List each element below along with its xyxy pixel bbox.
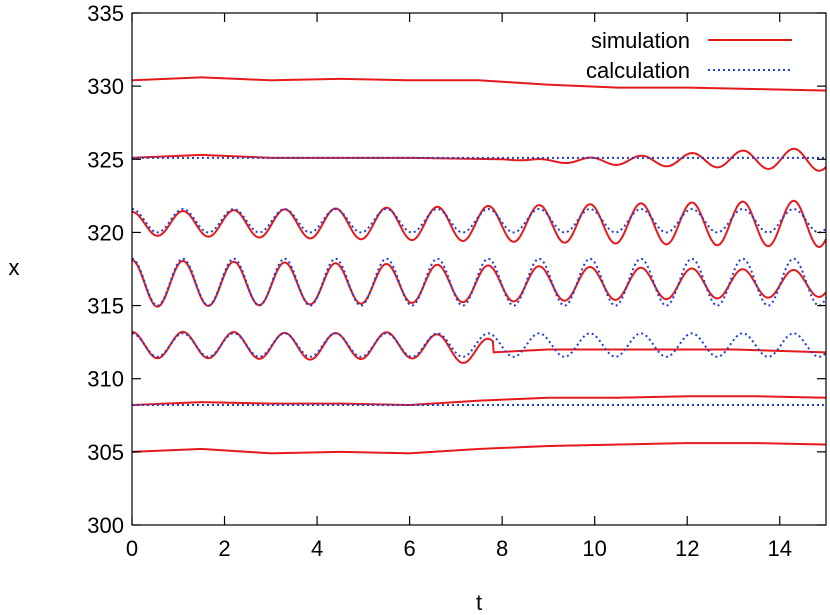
series-line-simulation-particle-4 [131,259,827,308]
x-tick-label: 10 [582,536,606,561]
y-tick-label: 330 [87,74,124,99]
y-tick-label: 315 [87,294,124,319]
y-tick-label: 305 [87,440,124,465]
series-line-simulation-particle-6 [131,147,827,172]
y-tick-label: 335 [87,1,124,26]
series-line-simulation-particle-3 [131,330,827,364]
series-layer [131,76,827,455]
y-axis-label: x [9,255,20,280]
x-tick-label: 0 [126,536,138,561]
x-tick-label: 12 [675,536,699,561]
ticks-layer: 0 2 4 6 8 10 12 14 300 305 310 315 320 325 330 335 [87,1,826,561]
series-line-simulation-particle-1 [131,442,827,455]
legend-label-simulation: simulation [591,28,690,53]
legend-label-calculation: calculation [586,58,690,83]
series-line-simulation-particle-7 [131,76,827,92]
y-tick-label: 310 [87,367,124,392]
series-line-simulation-particle-2 [131,395,827,407]
axes-layer [131,12,827,526]
x-axis-label: t [476,590,482,615]
x-tick-label: 6 [403,536,415,561]
series-line-calculation-particle-5 [131,208,827,234]
y-tick-label: 320 [87,220,124,245]
legend: simulation calculation [586,28,792,83]
y-tick-label: 300 [87,513,124,538]
x-tick-label: 8 [496,536,508,561]
x-tick-label: 14 [767,536,791,561]
y-tick-label: 325 [87,147,124,172]
series-line-simulation-particle-5 [131,199,827,248]
x-tick-label: 2 [218,536,230,561]
series-line-calculation-particle-4 [131,257,827,307]
x-tick-label: 4 [311,536,323,561]
plot-frame [131,12,827,526]
